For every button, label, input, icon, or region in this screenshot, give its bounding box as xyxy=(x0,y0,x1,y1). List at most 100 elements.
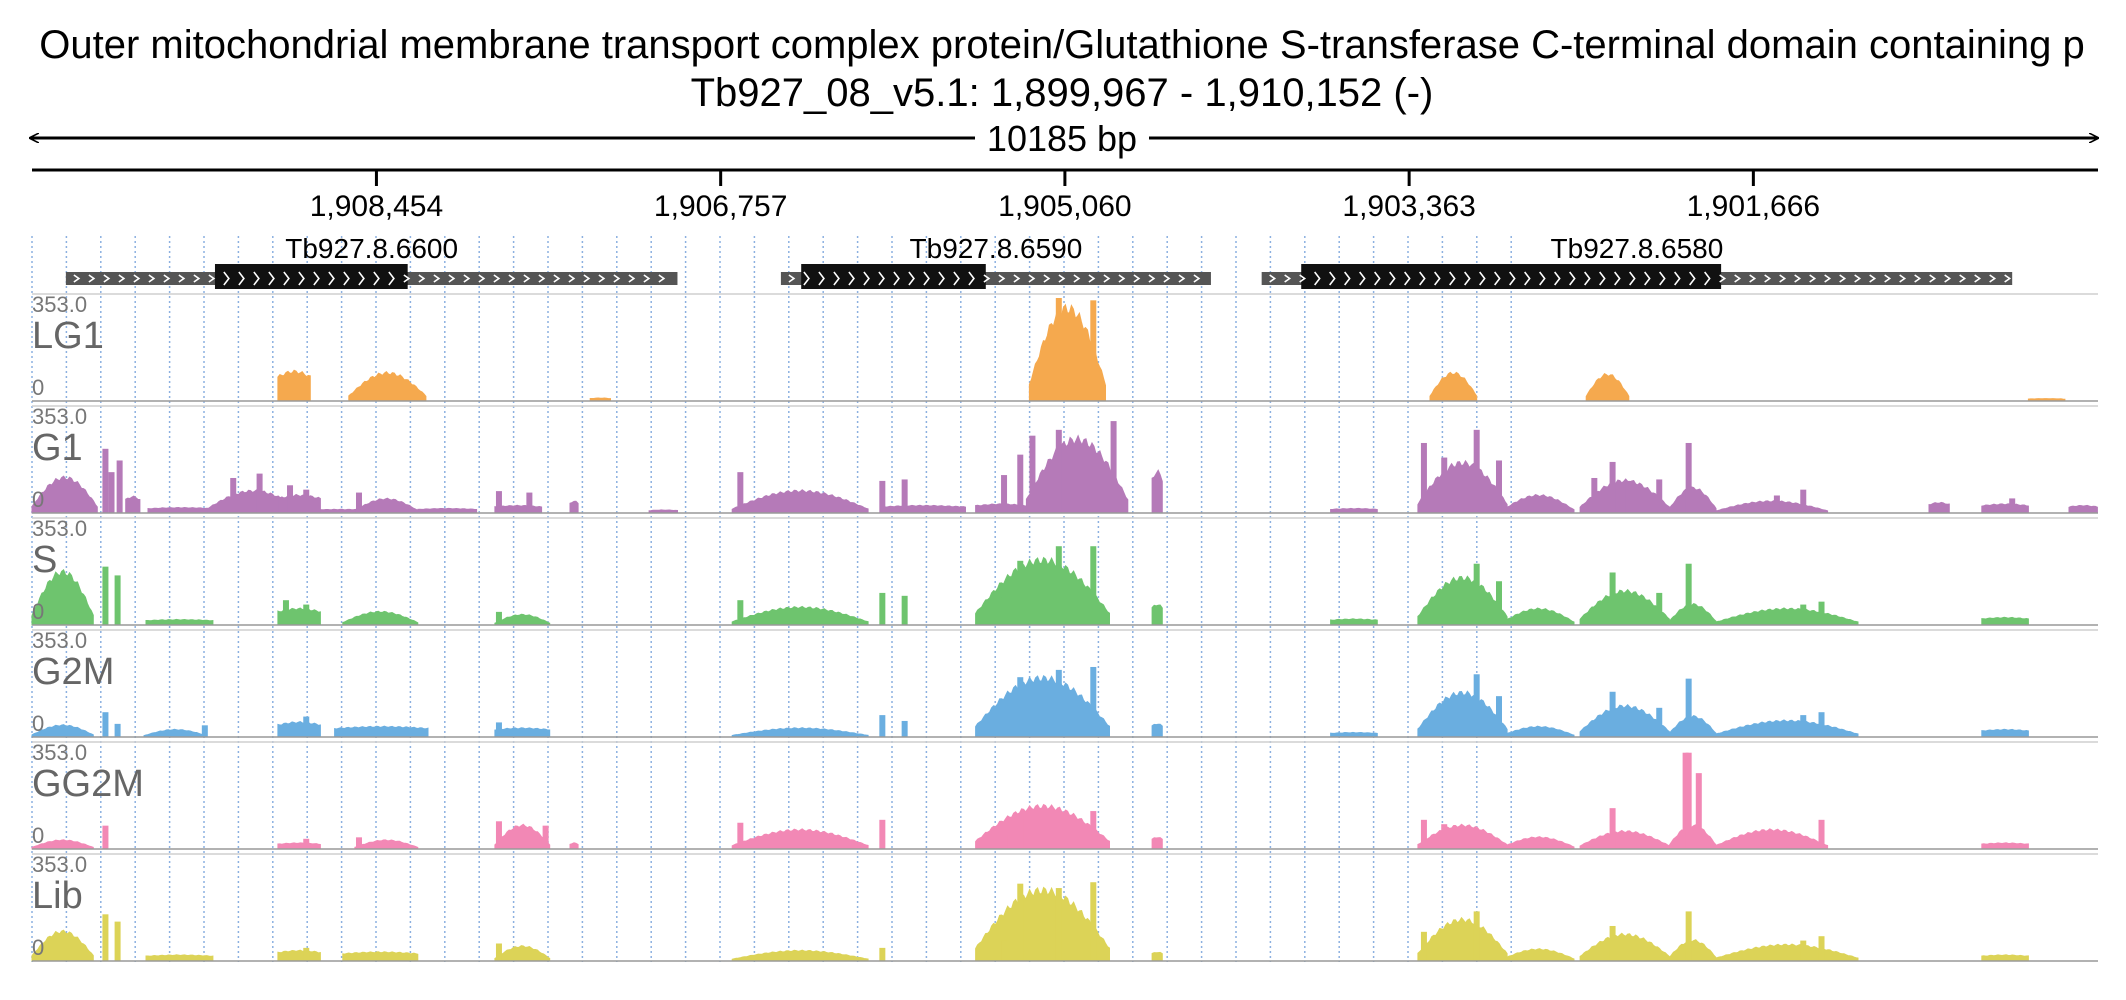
coverage-area xyxy=(1715,607,1859,626)
strand-arrow xyxy=(1359,271,1366,286)
coverage-area xyxy=(1417,459,1508,514)
coverage-area xyxy=(354,839,419,850)
coverage-spike xyxy=(303,489,310,513)
coverage-track: 353.0S 0 xyxy=(31,516,2098,626)
strand-arrow xyxy=(1794,274,1802,283)
strand-arrow xyxy=(1824,274,1832,283)
strand-arrow xyxy=(1674,271,1681,286)
strand-arrow xyxy=(923,271,930,286)
coverage-area xyxy=(1585,373,1630,402)
coverage-spike xyxy=(1609,691,1616,737)
coverage-spike xyxy=(901,720,908,737)
coverage-spike xyxy=(1800,940,1807,961)
coverage-area xyxy=(1668,486,1717,514)
coverage-spike xyxy=(1685,563,1692,625)
gene-models: Tb927.8.6600 Tb927.8.6590 Tb927.8.6580 xyxy=(65,233,2013,289)
coverage-area xyxy=(145,618,214,626)
track-name-label: G1 xyxy=(32,427,83,469)
strand-arrow xyxy=(848,271,855,286)
coverage-spike xyxy=(1656,707,1663,737)
coverage-area xyxy=(1330,618,1378,626)
gene-model: Tb927.8.6590 xyxy=(780,233,1211,289)
strand-arrow xyxy=(433,274,441,283)
coverage-area xyxy=(494,727,551,738)
strand-arrow xyxy=(1434,271,1441,286)
axis-tick-label: 1,903,363 xyxy=(1342,190,1475,223)
coverage-spike xyxy=(287,485,294,513)
coverage-spike xyxy=(230,477,237,513)
coverage-spike xyxy=(879,715,886,737)
strand-arrow xyxy=(1103,274,1111,283)
coverage-area xyxy=(1330,731,1378,738)
track-ymin-label: 0 xyxy=(32,711,44,736)
coverage-spike xyxy=(1090,811,1097,849)
coverage-spike xyxy=(1695,773,1702,849)
strand-arrow xyxy=(2004,274,2012,283)
coverage-area xyxy=(648,509,678,514)
coverage-spike xyxy=(1001,475,1008,513)
coverage-area xyxy=(1579,932,1670,962)
coverage-spike xyxy=(495,611,502,625)
coverage-area xyxy=(1151,469,1163,514)
coverage-spike xyxy=(1773,495,1780,513)
coverage-spike xyxy=(1495,696,1502,737)
coverage-area xyxy=(1579,829,1670,850)
strand-arrow xyxy=(1779,274,1787,283)
strand-arrow xyxy=(313,271,320,286)
gene-model: Tb927.8.6600 xyxy=(65,233,678,289)
strand-arrow xyxy=(1118,274,1126,283)
strand-arrow xyxy=(283,271,290,286)
coverage-area xyxy=(975,675,1110,738)
coverage-area xyxy=(1417,916,1508,962)
axis-ticks: 1,908,454 1,906,757 1,905,060 1,903,363 1,90… xyxy=(310,170,1820,223)
coverage-area xyxy=(342,610,419,626)
strand-arrow xyxy=(1869,274,1877,283)
strand-arrow xyxy=(238,271,245,286)
coverage-area xyxy=(1502,836,1575,850)
coverage-spike xyxy=(879,592,886,625)
coverage-spike xyxy=(355,492,362,513)
strand-arrow xyxy=(878,271,885,286)
coverage-area xyxy=(1668,603,1717,626)
coverage-spike xyxy=(737,600,744,625)
strand-arrow xyxy=(253,271,260,286)
strand-arrow xyxy=(1899,274,1907,283)
coverage-spike xyxy=(879,947,886,961)
strand-arrow xyxy=(803,271,810,286)
coverage-area xyxy=(1151,723,1163,738)
strand-arrow xyxy=(1193,274,1201,283)
coverage-spike xyxy=(1420,819,1427,849)
coverage-area xyxy=(1417,575,1508,626)
strand-arrow xyxy=(523,274,531,283)
track-ymin-label: 0 xyxy=(32,823,44,848)
strand-arrow xyxy=(1914,274,1922,283)
strand-arrow xyxy=(1314,271,1321,286)
coverage-spike xyxy=(1001,597,1008,625)
strand-arrow xyxy=(493,274,501,283)
coverage-area xyxy=(277,949,321,962)
coverage-area xyxy=(975,886,1110,962)
coverage-spike xyxy=(1055,669,1062,737)
coverage-spike xyxy=(901,595,908,625)
strand-arrow xyxy=(463,274,471,283)
strand-arrow xyxy=(343,271,350,286)
coverage-spike xyxy=(102,825,109,849)
coverage-spike xyxy=(114,723,121,737)
strand-arrow xyxy=(1809,274,1817,283)
strand-arrow xyxy=(73,274,81,283)
strand-arrow xyxy=(133,274,141,283)
coverage-area xyxy=(1417,823,1508,850)
coverage-area xyxy=(417,507,478,514)
strand-arrow xyxy=(983,274,991,283)
coverage-area xyxy=(1981,728,2029,738)
coverage-area xyxy=(1981,503,2029,514)
strand-arrow xyxy=(328,271,335,286)
coverage-area xyxy=(731,828,869,850)
coverage-area xyxy=(569,500,579,514)
coverage-area xyxy=(125,495,141,514)
strand-arrow xyxy=(1329,271,1336,286)
gene-label: Tb927.8.6580 xyxy=(1551,233,1724,264)
coverage-spike xyxy=(1656,592,1663,625)
